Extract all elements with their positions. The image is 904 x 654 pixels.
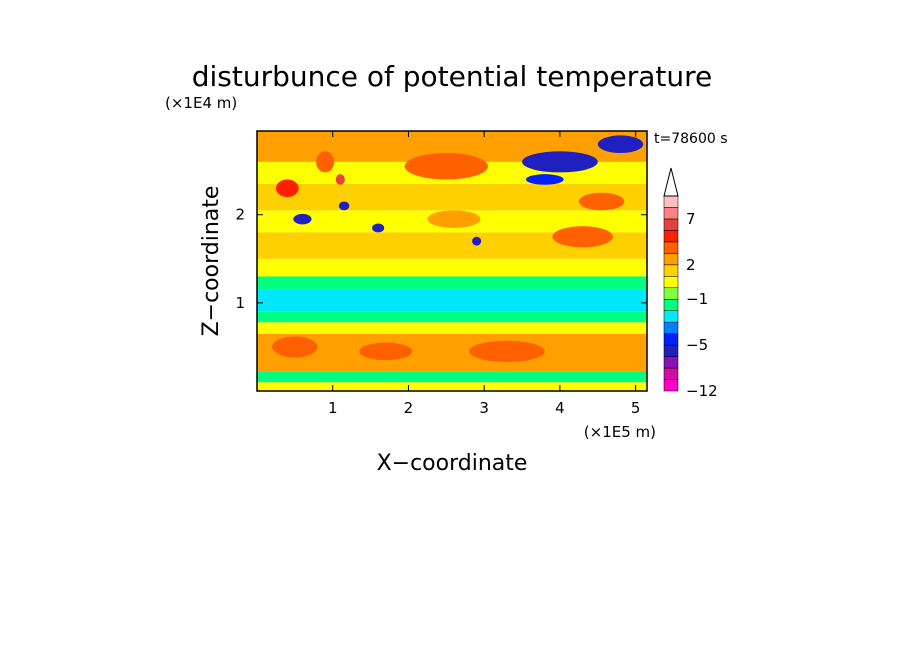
colorbar-segment <box>663 207 679 220</box>
contour-band <box>257 382 647 391</box>
y-tick-label: 1 <box>235 294 245 312</box>
contour-feature <box>316 151 335 173</box>
contour-feature <box>372 223 385 233</box>
colorbar-segment <box>663 241 679 254</box>
colorbar-label: 2 <box>686 256 696 274</box>
colorbar-segment <box>663 287 679 300</box>
colorbar-segment <box>663 253 679 266</box>
colorbar-segment <box>663 276 679 289</box>
plot-frame <box>256 130 648 392</box>
x-axis-label: X−coordinate <box>377 451 528 476</box>
colorbar-segment <box>663 310 679 323</box>
colorbar-extend-arrow <box>663 167 679 197</box>
colorbar-segment <box>663 344 679 357</box>
y-tick-label: 2 <box>235 206 245 224</box>
contour-feature <box>522 151 598 173</box>
contour-band <box>257 333 647 372</box>
colorbar-segment <box>663 367 679 380</box>
y-axis: 12 <box>235 206 647 312</box>
colorbar-segment <box>663 379 679 392</box>
colorbar-segment <box>663 218 679 231</box>
contour-feature <box>552 226 613 248</box>
x-unit-label: (×1E5 m) <box>584 423 656 441</box>
contour-band <box>257 289 647 312</box>
x-tick-label: 2 <box>404 399 414 417</box>
contour-feature <box>578 192 625 211</box>
contour-band <box>257 258 647 277</box>
plot-area <box>257 131 647 391</box>
colorbar-segment <box>663 333 679 346</box>
colorbar-segment <box>663 230 679 243</box>
x-tick-label: 4 <box>555 399 565 417</box>
contour-feature <box>525 174 564 185</box>
contour-band <box>257 276 647 290</box>
colorbar-segment <box>663 298 679 311</box>
time-label: t=78600 s <box>654 131 728 147</box>
colorbar-segment <box>663 264 679 277</box>
colorbar-segment <box>663 195 679 208</box>
contour-feature <box>338 201 350 211</box>
y-axis-label: Z−coordinate <box>199 186 224 337</box>
contour-feature <box>275 179 299 198</box>
contour-band <box>257 311 647 323</box>
colorbar-label: 7 <box>686 210 696 228</box>
colorbar-segment <box>663 356 679 369</box>
contour-feature <box>293 213 312 225</box>
x-tick-label: 1 <box>328 399 338 417</box>
contour-feature <box>404 153 488 180</box>
colorbar-label: −5 <box>686 336 708 354</box>
colorbar-label: −12 <box>686 382 718 400</box>
contour-feature <box>359 342 413 361</box>
x-axis: 1 2 3 4 5 <box>328 131 640 417</box>
chart-title: disturbunce of potential temperature <box>192 60 713 93</box>
x-tick-label: 5 <box>631 399 641 417</box>
contour-band <box>257 371 647 383</box>
contour-feature <box>335 174 345 185</box>
contour-feature <box>469 340 545 362</box>
contour-feature <box>472 236 482 246</box>
contour-feature <box>272 336 318 358</box>
colorbar-label: −1 <box>686 290 708 308</box>
y-unit-label: (×1E4 m) <box>165 94 237 112</box>
contour-feature <box>427 210 481 228</box>
colorbar: 7 2 −1 −5 −12 <box>663 167 718 400</box>
contour-feature <box>597 135 644 154</box>
colorbar-segment <box>663 321 679 334</box>
contour-band <box>257 322 647 334</box>
x-tick-label: 3 <box>479 399 489 417</box>
